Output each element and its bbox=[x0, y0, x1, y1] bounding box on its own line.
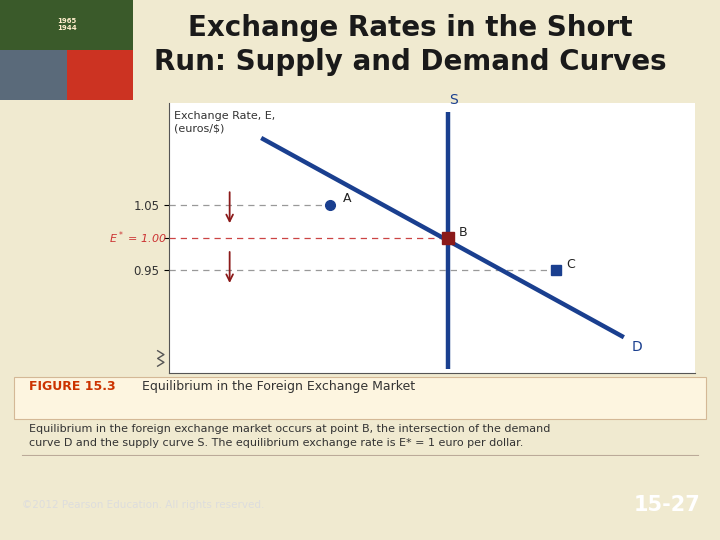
FancyBboxPatch shape bbox=[14, 377, 706, 418]
Bar bbox=[0, 0, 133, 50]
Text: B: B bbox=[458, 226, 467, 239]
Text: 15-27: 15-27 bbox=[634, 495, 701, 515]
Text: D: D bbox=[631, 340, 642, 354]
Text: Equilibrium in the Foreign Exchange Market: Equilibrium in the Foreign Exchange Mark… bbox=[126, 380, 415, 393]
Bar bbox=[0, 50, 66, 100]
Text: A: A bbox=[343, 192, 351, 205]
Text: ©2012 Pearson Education. All rights reserved.: ©2012 Pearson Education. All rights rese… bbox=[22, 500, 264, 510]
Text: FIGURE 15.3: FIGURE 15.3 bbox=[29, 380, 115, 393]
Text: 1965
1944: 1965 1944 bbox=[57, 18, 76, 31]
Text: Quantity of Dollar Assets: Quantity of Dollar Assets bbox=[464, 392, 611, 404]
Text: S: S bbox=[449, 93, 457, 107]
Text: Exchange Rates in the Short
Run: Supply and Demand Curves: Exchange Rates in the Short Run: Supply … bbox=[154, 14, 667, 76]
Text: C: C bbox=[566, 258, 575, 271]
Text: Exchange Rate, E,
(euros/$): Exchange Rate, E, (euros/$) bbox=[174, 111, 276, 134]
Bar bbox=[66, 50, 133, 100]
Text: $E^*$ = 1.00: $E^*$ = 1.00 bbox=[109, 230, 166, 246]
Text: Equilibrium in the foreign exchange market occurs at point B, the intersection o: Equilibrium in the foreign exchange mark… bbox=[29, 424, 550, 449]
